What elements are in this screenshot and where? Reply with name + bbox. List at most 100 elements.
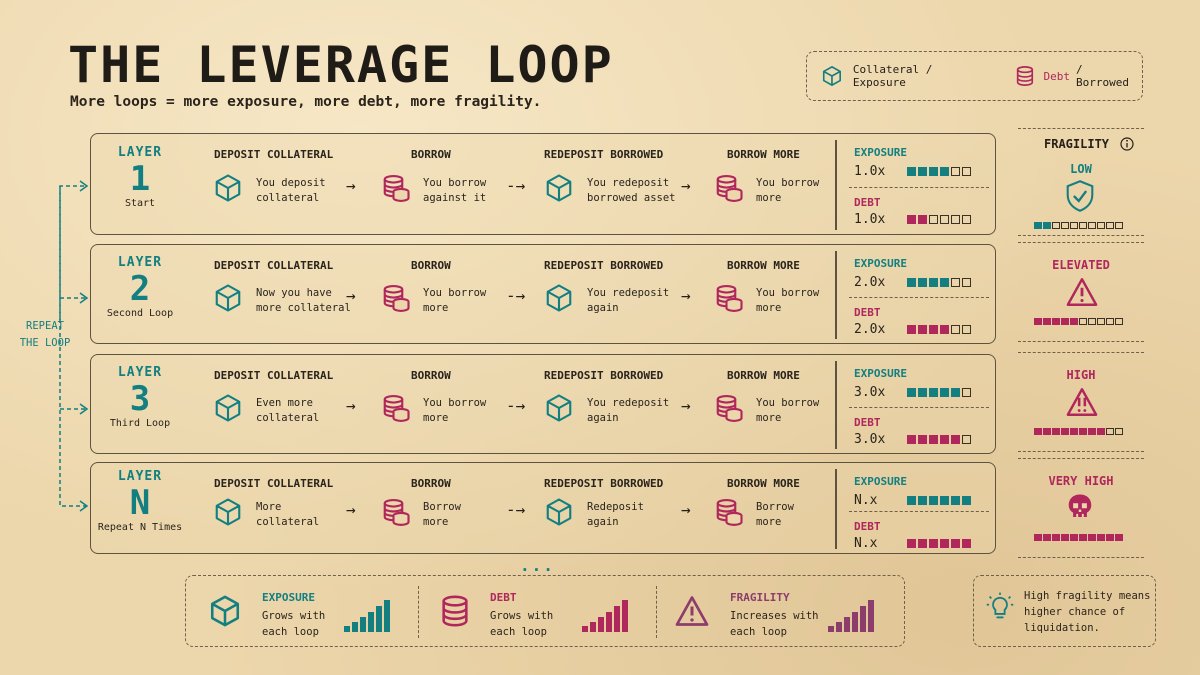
step-text-line: more (756, 412, 782, 424)
meter-cell (951, 539, 960, 548)
step-text-line: Redeposit (587, 501, 644, 513)
fragility-meter (1034, 222, 1123, 229)
summary-exposure-line2: each loop (262, 626, 319, 638)
tip-line2: higher chance of (1024, 606, 1126, 618)
summary-divider (418, 586, 419, 638)
step-text-line: collateral (256, 516, 320, 528)
exposure-value: N.x (854, 493, 878, 508)
meter-cell (940, 388, 949, 397)
coins-icon (1016, 66, 1033, 86)
step-text-line: You borrow (423, 177, 487, 189)
summary-exposure-head: EXPOSURE (262, 591, 315, 604)
tip-line1: High fragility means (1024, 590, 1151, 602)
debt-value: 3.0x (854, 432, 886, 447)
coins-icon (381, 393, 411, 423)
meter-cell (918, 496, 927, 505)
warning-triangle-icon (1065, 276, 1099, 312)
meter-cell (940, 435, 949, 444)
debt-meter (907, 215, 971, 224)
step-heading: REDEPOSIT BORROWED (544, 477, 664, 490)
meter-cell (929, 435, 938, 444)
meter-cell (1115, 222, 1123, 229)
legend-debt-rest: / Borrowed (1075, 63, 1129, 89)
meter-cell (1079, 222, 1087, 229)
layer-card-3: LAYER 3 Third Loop DEPOSIT COLLATERAL Even m… (90, 354, 996, 454)
meter-cell (1088, 534, 1096, 541)
cube-icon (544, 173, 574, 203)
step-heading: DEPOSIT COLLATERAL (214, 148, 334, 161)
step-text-line: You borrow (423, 397, 487, 409)
meter-cell (1079, 428, 1087, 435)
meter-cell (940, 539, 949, 548)
meter-cell (962, 435, 971, 444)
step-text-line: more (423, 302, 449, 314)
meter-cell (1088, 428, 1096, 435)
meter-cell (1097, 222, 1105, 229)
exposure-meter (907, 388, 971, 397)
debt-label: DEBT (854, 196, 881, 209)
step-text-line: Even more (256, 397, 313, 409)
meter-cell (1097, 428, 1105, 435)
fragility-level-label: ELEVATED (1052, 258, 1110, 272)
repeat-loop-label: REPEAT THE LOOP (10, 318, 80, 352)
step-text-line: You borrow (756, 287, 820, 299)
meter-cell (918, 435, 927, 444)
meter-cell (918, 167, 927, 176)
repeat-line2: THE LOOP (19, 337, 71, 349)
meter-cell (962, 325, 971, 334)
layer-label: LAYER N Repeat N Times (91, 469, 189, 533)
lightbulb-icon (986, 592, 1014, 619)
debt-rising-bars-icon (582, 600, 628, 632)
meter-cell (1052, 534, 1060, 541)
meter-cell (1061, 222, 1069, 229)
metrics-separator (849, 511, 989, 512)
meter-cell (1115, 428, 1123, 435)
flow-arrow-icon: → (681, 176, 691, 195)
step-text-line: You borrow (756, 177, 820, 189)
summary-debt-head: DEBT (490, 591, 517, 604)
step-heading: BORROW (411, 477, 451, 490)
meter-cell (962, 388, 971, 397)
meter-cell (1052, 428, 1060, 435)
exposure-label: EXPOSURE (854, 257, 907, 270)
meter-cell (962, 496, 971, 505)
step-heading: BORROW (411, 259, 451, 272)
meter-cell (907, 167, 916, 176)
repeat-line1: REPEAT (26, 320, 64, 332)
meter-cell (962, 278, 971, 287)
meter-cell (940, 215, 949, 224)
page-subtitle: More loops = more exposure, more debt, m… (70, 94, 542, 110)
meter-cell (918, 325, 927, 334)
meter-cell (962, 539, 971, 548)
fragility-card (1018, 352, 1144, 452)
meter-cell (1043, 222, 1051, 229)
flow-arrow-icon: → (346, 396, 356, 415)
step-text-line: borrowed asset (587, 192, 676, 204)
meter-cell (1070, 534, 1078, 541)
metrics-separator (849, 407, 989, 408)
debt-label: DEBT (854, 520, 881, 533)
summary-box: EXPOSURE Grows with each loop DEBT Grows… (185, 575, 905, 647)
layer-number: N (129, 483, 151, 523)
meter-cell (929, 388, 938, 397)
layer-caption: Repeat N Times (97, 522, 183, 533)
debt-value: 1.0x (854, 212, 886, 227)
step-text-line: You redeposit (587, 287, 670, 299)
flow-arrow-icon: -→ (506, 286, 526, 305)
meter-cell (1034, 222, 1042, 229)
flow-arrow-icon: -→ (506, 396, 526, 415)
meter-cell (1106, 222, 1114, 229)
summary-debt-line2: each loop (490, 626, 547, 638)
step-heading: BORROW MORE (727, 259, 800, 272)
more-layers-ellipsis: ... (520, 556, 555, 575)
cube-icon (213, 173, 243, 203)
meter-cell (940, 167, 949, 176)
metrics-divider (835, 251, 837, 339)
summary-fragility-head: FRAGILITY (730, 591, 790, 604)
coins-icon (442, 595, 468, 627)
cube-icon (213, 283, 243, 313)
step-text-line: more (756, 302, 782, 314)
liquidation-tip: High fragility means higher chance of li… (973, 575, 1156, 647)
metrics-divider (835, 140, 837, 230)
layer-caption: Third Loop (109, 418, 171, 429)
